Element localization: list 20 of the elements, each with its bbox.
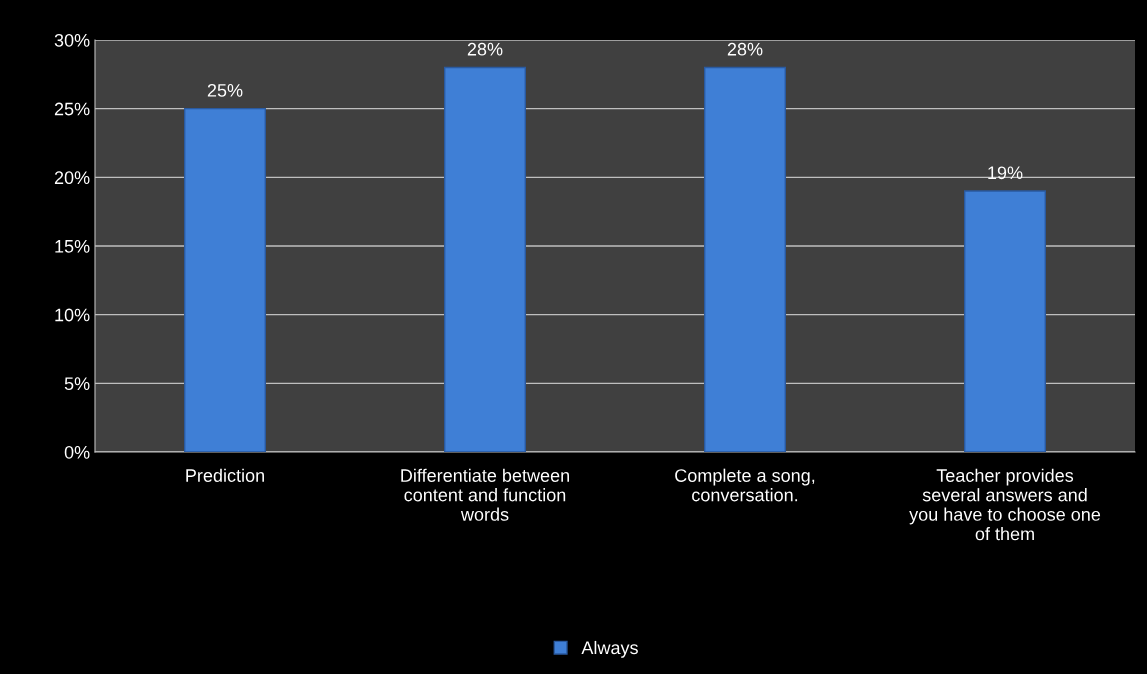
legend-label: Always bbox=[581, 640, 638, 658]
data-label: 28% bbox=[727, 42, 763, 56]
y-tick-label: 0% bbox=[64, 445, 90, 459]
x-tick-label: Differentiate between content and function words bbox=[401, 468, 569, 521]
bar bbox=[444, 66, 526, 452]
data-label: 25% bbox=[207, 83, 243, 97]
y-tick-label: 20% bbox=[54, 171, 90, 185]
y-tick-label: 30% bbox=[54, 33, 90, 47]
data-label: 28% bbox=[467, 42, 503, 56]
y-tick-label: 5% bbox=[64, 377, 90, 391]
y-tick-label: 15% bbox=[55, 240, 90, 253]
y-tick-label: 25% bbox=[54, 102, 90, 116]
y-tick-label: 10% bbox=[55, 308, 90, 322]
bar bbox=[704, 66, 786, 452]
bar bbox=[184, 107, 266, 452]
bar bbox=[964, 190, 1046, 452]
x-tick-label: Prediction bbox=[186, 468, 264, 482]
x-tick-label: Teacher provides several answers and you have to choose one of them bbox=[909, 468, 1101, 541]
x-tick-label: Complete a song, conversation. bbox=[675, 468, 815, 502]
data-label: 19% bbox=[988, 166, 1023, 180]
